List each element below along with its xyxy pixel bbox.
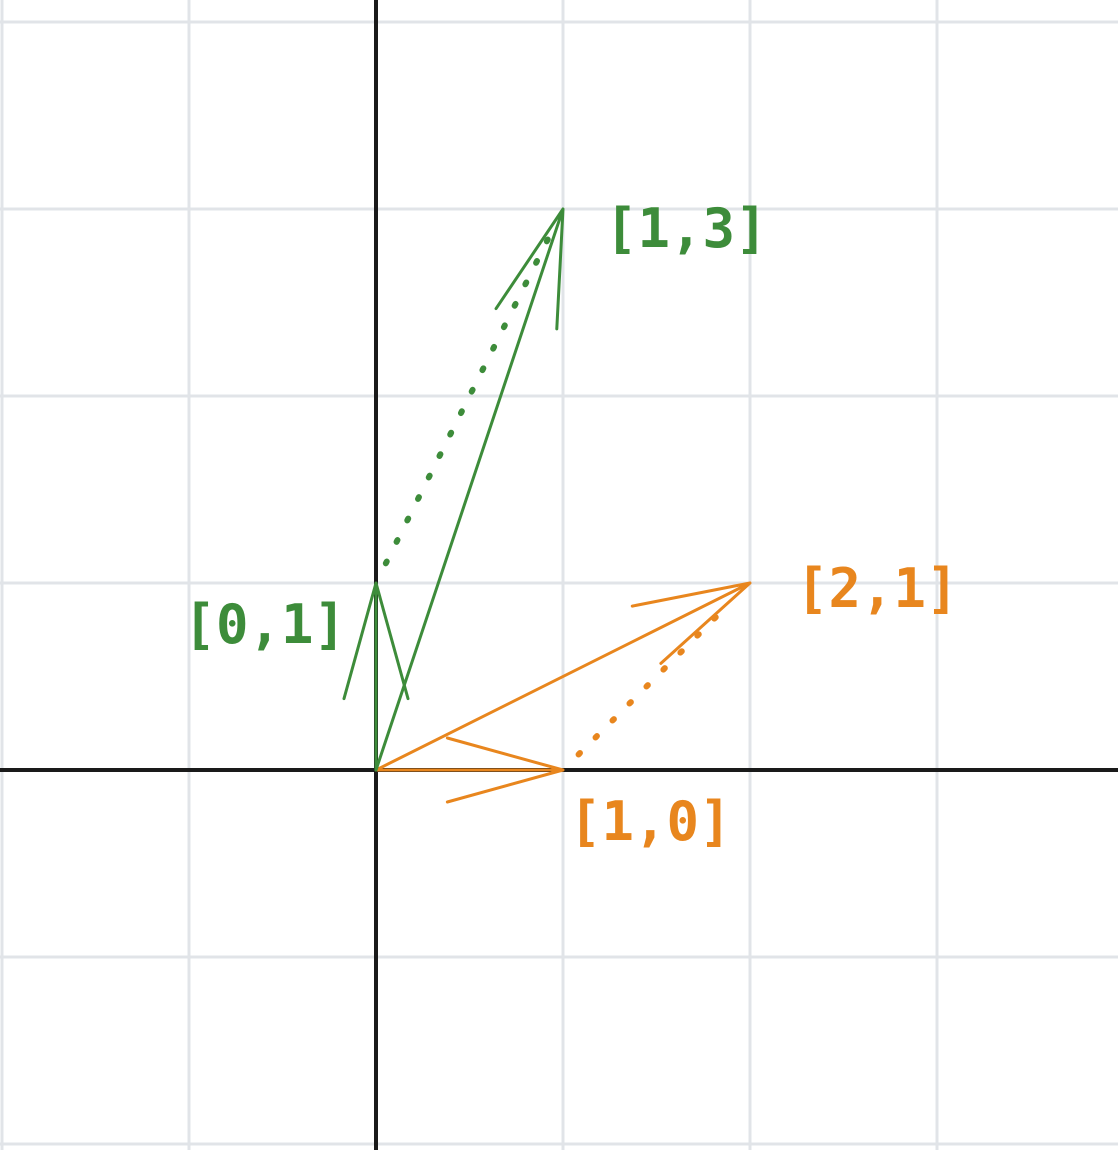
vector-Ae2 bbox=[374, 207, 565, 772]
vector-label-Ae2: [1,3] bbox=[605, 197, 768, 260]
vector-label-e1: [1,0] bbox=[569, 790, 732, 853]
vectors bbox=[342, 207, 752, 804]
vector-label-e2: [0,1] bbox=[183, 593, 346, 656]
vector-labels: [1,0] [2,1] [0,1] [1,3] bbox=[183, 197, 958, 853]
vector-label-Ae1: [2,1] bbox=[796, 557, 959, 620]
vector-Ae1 bbox=[374, 581, 752, 772]
vector-e2 bbox=[342, 581, 410, 772]
transformation-path-green bbox=[382, 232, 553, 567]
transformation-path-orange bbox=[575, 601, 732, 758]
vector-e1 bbox=[374, 736, 565, 804]
